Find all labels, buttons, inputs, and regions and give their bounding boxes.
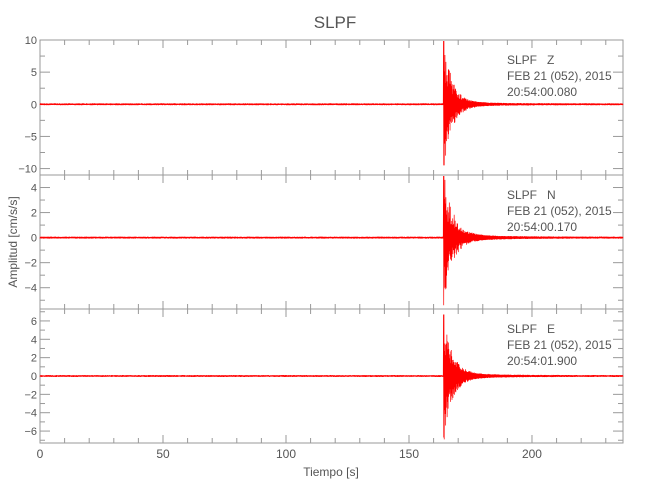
y-tick-label: 2 — [31, 208, 37, 220]
y-tick-label: 4 — [31, 183, 37, 195]
station-component-label: SLPF N — [507, 188, 556, 202]
panel-e: 6 4 2 0 −2 −4 −6 SLPF E FEB 21 (052), 2015 20:54:… — [24, 308, 624, 444]
y-tick-label: 4 — [31, 334, 37, 346]
y-axis-label: Amplitud [cm/s/s] — [6, 196, 20, 287]
y-tick-label: −4 — [24, 283, 37, 295]
record-time: 20:54:01.900 — [507, 354, 577, 368]
y-tick-label: 5 — [31, 67, 37, 79]
waveform-n — [39, 175, 624, 306]
y-tick-label: 0 — [31, 99, 37, 111]
y-tick-label: 2 — [31, 353, 37, 365]
y-tick-label: 6 — [31, 316, 37, 328]
station-component-label: SLPF Z — [507, 53, 554, 67]
waveform-e — [39, 314, 624, 440]
waveform-z — [39, 40, 624, 166]
y-tick-label: −6 — [24, 426, 37, 438]
y-tick-label: 0 — [31, 233, 37, 245]
x-tick-label: 0 — [37, 447, 44, 461]
x-tick-label: 200 — [522, 447, 542, 461]
y-tick-label: −2 — [24, 389, 37, 401]
y-tick-label: 10 — [25, 35, 37, 47]
y-tick-label: −2 — [24, 258, 37, 270]
panel-z: 10 5 0 −5 −10 SLPF Z FEB 21 (052), 2015 20:54:0… — [18, 35, 624, 176]
y-tick-label: −10 — [18, 164, 37, 176]
record-date: FEB 21 (052), 2015 — [507, 338, 612, 352]
record-date: FEB 21 (052), 2015 — [507, 69, 612, 83]
chart-title: SLPF — [314, 13, 357, 32]
y-tick-label: 0 — [31, 371, 37, 383]
x-tick-label: 150 — [399, 447, 419, 461]
x-tick-label: 100 — [276, 447, 296, 461]
station-component-label: SLPF E — [507, 322, 555, 336]
record-time: 20:54:00.170 — [507, 220, 577, 234]
y-tick-label: −5 — [24, 131, 37, 143]
y-tick-label: −4 — [24, 408, 37, 420]
panel-n: 4 2 0 −2 −4 SLPF N FEB 21 (052), 2015 20:54:00.… — [24, 174, 624, 310]
x-tick-label: 50 — [156, 447, 170, 461]
record-date: FEB 21 (052), 2015 — [507, 204, 612, 218]
x-axis-label: Tiempo [s] — [303, 465, 359, 479]
record-time: 20:54:00.080 — [507, 85, 577, 99]
